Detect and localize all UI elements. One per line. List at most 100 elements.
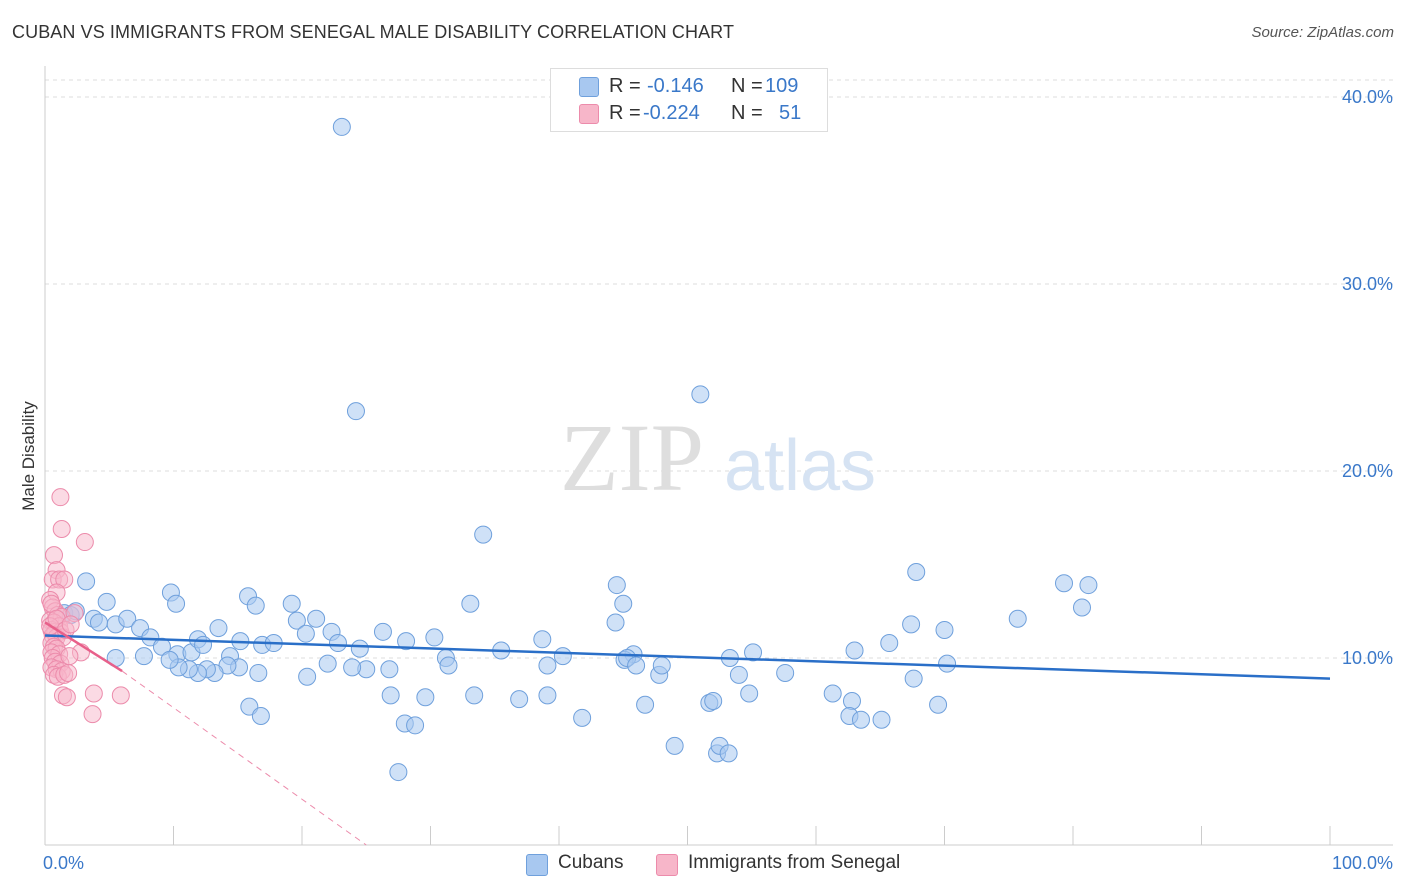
n-value: 51 xyxy=(779,102,802,124)
cubans-point xyxy=(1008,609,1027,628)
n-value: 109 xyxy=(765,75,799,97)
y-tick-labels: 10.0% 20.0% 30.0% 40.0% xyxy=(1342,87,1393,668)
grid-lines xyxy=(45,79,1393,659)
cubans-point xyxy=(740,684,759,703)
n-label: N = xyxy=(731,102,763,124)
cubans-point xyxy=(907,562,926,581)
cubans-point xyxy=(776,663,795,682)
cubans-point xyxy=(938,654,957,673)
cubans-point xyxy=(704,692,723,711)
senegal-point xyxy=(59,663,78,682)
cubans-point xyxy=(282,594,301,613)
x-tick-label: 0.0% xyxy=(43,853,84,873)
cubans-point xyxy=(251,706,270,725)
cubans-point xyxy=(209,619,228,638)
y-tick-label: 10.0% xyxy=(1342,648,1393,668)
y-axis-label: Male Disability xyxy=(19,401,38,511)
cubans-point xyxy=(510,690,529,709)
trend-lines xyxy=(44,621,1331,846)
cubans-point xyxy=(381,686,400,705)
cubans-point xyxy=(474,525,493,544)
senegal-point xyxy=(60,647,79,666)
y-tick-label: 30.0% xyxy=(1342,274,1393,294)
cubans-point xyxy=(439,656,458,675)
cubans-point xyxy=(298,667,317,686)
cubans-point xyxy=(343,658,362,677)
cubans-point xyxy=(904,669,923,688)
senegal-point xyxy=(111,686,130,705)
senegal-point xyxy=(57,688,76,707)
cubans-point xyxy=(328,634,347,653)
y-tick-label: 40.0% xyxy=(1342,87,1393,107)
cubans-point xyxy=(373,622,392,641)
cubans-point xyxy=(902,615,921,634)
cubans-trend-line xyxy=(44,634,1331,680)
cubans-point xyxy=(1079,576,1098,595)
cubans-point xyxy=(332,117,351,136)
cubans-point xyxy=(872,710,891,729)
cubans-point xyxy=(296,624,315,643)
cubans-point xyxy=(553,647,572,666)
watermark-atlas: atlas xyxy=(724,426,876,506)
source-label: Source: ZipAtlas.com xyxy=(1251,24,1394,41)
cubans-point xyxy=(389,763,408,782)
cubans-point xyxy=(614,594,633,613)
cubans-point xyxy=(929,695,948,714)
r-value: -0.146 xyxy=(647,75,704,97)
cubans-point xyxy=(307,609,326,628)
cubans-point xyxy=(607,576,626,595)
cubans-point xyxy=(167,594,186,613)
watermark: ZIP atlas xyxy=(560,404,876,511)
cubans-point xyxy=(636,695,655,714)
cubans-point xyxy=(97,592,116,611)
cubans-point xyxy=(880,634,899,653)
cubans-point xyxy=(851,710,870,729)
r-label: R = xyxy=(609,102,641,124)
cubans-point xyxy=(318,654,337,673)
cubans-swatch xyxy=(579,77,599,97)
senegal-point xyxy=(84,684,103,703)
x-tick-label: 100.0% xyxy=(1332,853,1393,873)
senegal-trend-line xyxy=(44,621,123,673)
cubans-point xyxy=(627,656,646,675)
cubans-point xyxy=(652,656,671,675)
cubans-point xyxy=(744,643,763,662)
cubans-point xyxy=(823,684,842,703)
cubans-point xyxy=(406,716,425,735)
n-label: N = xyxy=(731,75,763,97)
cubans-point xyxy=(134,647,153,666)
cubans-point xyxy=(194,635,213,654)
cubans-point xyxy=(416,688,435,707)
chart-title: CUBAN VS IMMIGRANTS FROM SENEGAL MALE DI… xyxy=(12,22,735,42)
cubans-point xyxy=(729,665,748,684)
cubans-legend-label: Cubans xyxy=(558,852,624,873)
senegal-point xyxy=(61,615,80,634)
stats-legend: R = -0.146 N = 109 R = -0.224 N = 51 xyxy=(550,68,828,132)
senegal-points xyxy=(41,488,130,724)
senegal-legend-label: Immigrants from Senegal xyxy=(688,852,901,873)
cubans-point xyxy=(538,686,557,705)
cubans-point xyxy=(246,596,265,615)
senegal-point xyxy=(83,705,102,724)
axes xyxy=(44,66,1393,846)
cubans-point xyxy=(842,692,861,711)
x-tick-labels: 0.0% 100.0% xyxy=(43,853,1393,873)
senegal-trend-extension xyxy=(121,670,367,846)
senegal-swatch xyxy=(579,104,599,124)
cubans-point xyxy=(77,572,96,591)
cubans-point xyxy=(538,656,557,675)
y-tick-label: 20.0% xyxy=(1342,461,1393,481)
cubans-point xyxy=(287,611,306,630)
senegal-point xyxy=(44,546,63,565)
cubans-point xyxy=(665,736,684,755)
cubans-legend-swatch xyxy=(526,854,548,876)
cubans-point xyxy=(160,650,179,669)
r-value: -0.224 xyxy=(643,102,700,124)
cubans-point xyxy=(719,744,738,763)
cubans-point xyxy=(573,708,592,727)
cubans-point xyxy=(350,639,369,658)
cubans-point xyxy=(118,609,137,628)
senegal-legend-swatch xyxy=(656,854,678,876)
cubans-point xyxy=(465,686,484,705)
